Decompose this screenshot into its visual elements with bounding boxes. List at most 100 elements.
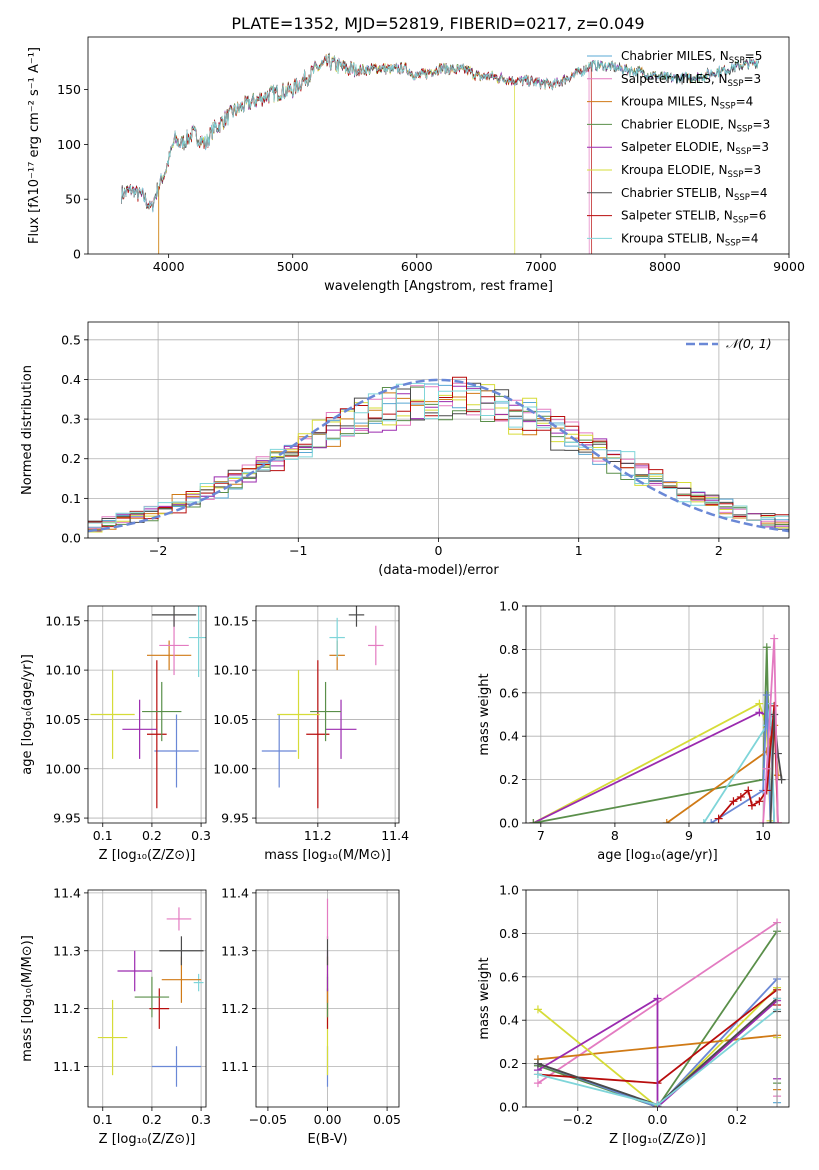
y-tick-label: 0.6 [499,685,519,700]
mass-weight-marker [729,797,738,806]
mass-weight-marker [762,643,771,652]
x-axis-label: Z [log₁₀(Z/Z⊙)] [99,1132,196,1147]
error-bar-point [149,988,170,1029]
y-axis-label: mass weight [477,957,492,1039]
legend-entry: Kroupa ELODIE, NSSP=3 [621,163,761,180]
plot-area [261,606,384,809]
mass-weight-series [537,930,778,1107]
axes-frame [255,605,400,824]
y-tick-label: 0.4 [499,1013,519,1028]
plot-area [529,634,786,823]
mass-weight-marker [533,1005,542,1014]
y-axis-label: Normed distribution [20,365,35,495]
x-tick-label: 6000 [401,259,433,274]
error-bar-point [151,606,197,627]
y-tick-label: 0.1 [61,491,81,506]
mass-weight-marker [533,1079,542,1088]
y-tick-label: 11.2 [221,1001,249,1016]
axes-frame [87,321,790,539]
error-bar-point [348,606,365,627]
x-tick-label: 1 [575,543,583,558]
y-axis-label: Flux [fλ10⁻¹⁷ erg cm⁻² s⁻¹ A⁻¹] [27,47,42,244]
spectrum-series-line [158,53,516,254]
plot-area [533,918,782,1107]
mass-weight-marker [699,819,708,823]
legend-entry: Chabrier MILES, NSSP=5 [621,49,762,66]
y-tick-label: 10.00 [213,761,249,776]
x-tick-label: 4000 [153,259,185,274]
mass-weight-marker [773,749,782,758]
y-tick-label: 10.15 [213,613,249,628]
y-tick-label: 0.8 [499,926,519,941]
y-tick-label: 50 [65,192,81,207]
error-bar-point [193,973,204,992]
y-tick-label: 10.05 [45,712,81,727]
y-tick-label: 11.1 [53,1059,81,1074]
error-bar-point [166,907,192,931]
y-tick-label: 0.4 [499,729,519,744]
error-bar-point [325,699,357,759]
mass-weight-marker [770,634,779,643]
mass-weight-marker [766,819,775,823]
legend-entry: Chabrier STELIB, NSSP=4 [621,186,768,203]
x-axis-label: E(B-V) [307,1132,347,1147]
y-tick-label: 100 [57,137,81,152]
histogram-series [88,382,789,524]
legend-entry: Chabrier ELODIE, NSSP=3 [621,117,770,134]
panel-mass-weight-vs-age: 7 8 9 10 0.0 0.2 0.4 0.6 0.8 1.0 age [log₁₀(age/yr… [477,599,790,863]
x-tick-label: 0.2 [142,1112,162,1127]
mass-weight-marker [662,819,671,823]
y-tick-label: 11.3 [53,943,81,958]
panel-spectrum: 4000 5000 6000 7000 8000 9000 0 50 100 150 wavelen… [27,36,805,294]
normal-legend-label: 𝒩(0, 1) [726,336,772,351]
mass-weight-marker [714,814,723,823]
error-bar-point [188,606,206,678]
y-axis-label: mass weight [477,673,492,755]
error-bar-point [154,714,199,788]
x-tick-label: 7 [537,828,545,843]
x-tick-label: −1 [289,543,307,558]
error-bar-point [261,714,297,788]
mass-weight-marker [736,792,745,801]
y-tick-label: 0.2 [499,1056,519,1071]
mass-weight-marker [762,690,771,699]
y-tick-label: 0.2 [499,772,519,787]
error-bar-point [97,999,128,1076]
axes-frame [87,889,207,1108]
x-tick-label: 0 [435,543,443,558]
mass-weight-series [666,725,779,823]
x-tick-label: 0.1 [93,828,113,843]
y-tick-label: 10.00 [45,761,81,776]
y-tick-label: 9.95 [53,811,81,826]
plot-area [97,907,204,1087]
y-tick-label: 10.05 [213,712,249,727]
spectrum-series-line [121,55,593,254]
x-axis-label: Z [log₁₀(Z/Z⊙)] [99,848,196,863]
axes-frame [255,889,400,1108]
legend-entry: Kroupa MILES, NSSP=4 [621,95,753,112]
y-tick-label: 11.2 [53,1001,81,1016]
spectrum-legend: Chabrier MILES, NSSP=5 Salpeter MILES, NS… [587,49,770,248]
mass-weight-marker [755,699,764,708]
axes-layer: 4000 5000 6000 7000 8000 9000050100150wavelen… [20,36,805,1147]
mass-weight-marker [747,801,756,810]
y-tick-label: 0.8 [499,642,519,657]
x-axis-label: (data-model)/error [378,563,499,578]
error-bar-point [117,950,152,992]
y-axis-label: mass [log₁₀(M/M⊙)] [20,935,35,1062]
spectrum-series-line [121,54,759,213]
mass-weight-marker [755,797,764,806]
mass-weight-series [537,996,778,1107]
error-bar-point [134,976,170,1018]
mass-weight-marker [533,1070,542,1079]
legend-entry: Salpeter STELIB, NSSP=6 [621,209,766,226]
legend-entry: Salpeter ELODIE, NSSP=3 [621,140,769,157]
x-tick-label: 0.00 [314,1112,342,1127]
mass-weight-marker [770,819,779,823]
y-tick-label: 0.2 [61,451,81,466]
mass-weight-marker [770,710,779,719]
axes-frame [87,605,207,824]
mass-weight-marker [653,1100,662,1107]
y-tick-label: 11.4 [53,885,81,900]
